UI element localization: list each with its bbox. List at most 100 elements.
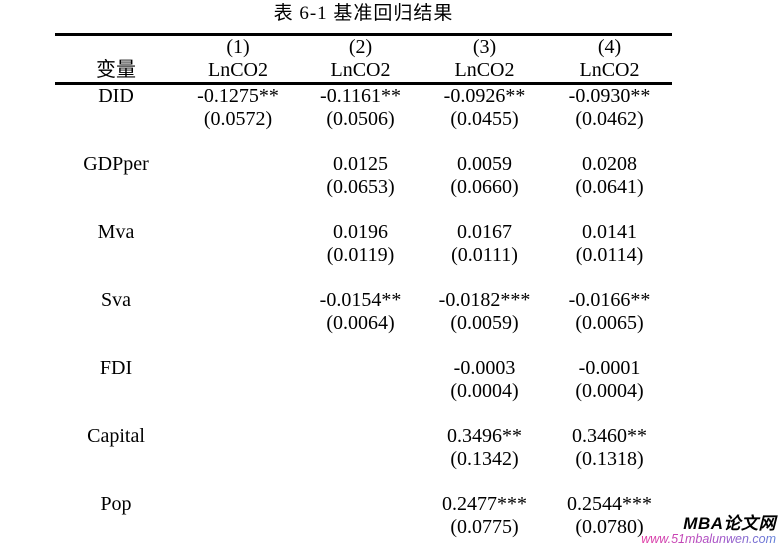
watermark-url: www.51mbalunwen.com <box>641 532 776 546</box>
row-spacer <box>55 267 672 289</box>
coef-cell: -0.0154** <box>319 289 402 311</box>
variable-name: Sva <box>101 289 131 311</box>
stderr-line: (0.0004) (0.0004) <box>55 380 672 403</box>
coefficient-line: FDI -0.0003 -0.0001 <box>55 357 672 380</box>
se-cell: (0.0065) <box>575 312 644 334</box>
coef-cell: -0.0166** <box>568 289 651 311</box>
coef-cell <box>299 425 422 448</box>
model-number: (1) <box>226 36 250 58</box>
se-cell <box>299 448 422 471</box>
table-row: FDI -0.0003 -0.0001 (0.0004) (0.0004) <box>55 357 672 425</box>
coefficient-line: GDPper 0.0125 0.0059 0.0208 <box>55 153 672 176</box>
dependent-var-label: LnCO2 <box>330 59 391 81</box>
row-spacer <box>55 471 672 493</box>
row-spacer <box>55 403 672 425</box>
se-cell: (0.0462) <box>575 108 644 130</box>
header-empty-cell <box>55 36 177 59</box>
table-row: GDPper 0.0125 0.0059 0.0208 (0.0653) (0.… <box>55 153 672 221</box>
coef-cell: 0.0208 <box>582 153 637 175</box>
se-cell: (0.0653) <box>326 176 395 198</box>
table-row: Pop 0.2477*** 0.2544*** (0.0775) (0.0780… <box>55 493 672 547</box>
empty-cell <box>55 176 177 199</box>
variable-column-label: 变量 <box>96 59 136 81</box>
coefficient-line: Mva 0.0196 0.0167 0.0141 <box>55 221 672 244</box>
se-cell: (0.0004) <box>450 380 519 402</box>
coef-cell: -0.0003 <box>453 357 516 379</box>
se-cell <box>177 312 299 335</box>
se-cell <box>177 244 299 267</box>
variable-name: Pop <box>100 493 132 515</box>
se-cell: (0.0004) <box>575 380 644 402</box>
se-cell <box>177 516 299 539</box>
coef-cell: -0.0926** <box>443 85 526 107</box>
se-cell: (0.0506) <box>326 108 395 130</box>
se-cell: (0.1318) <box>575 448 644 470</box>
header-row-model-numbers: (1) (2) (3) (4) <box>55 36 672 59</box>
se-cell <box>299 516 422 539</box>
coef-cell <box>177 289 299 312</box>
coefficient-line: Pop 0.2477*** 0.2544*** <box>55 493 672 516</box>
coef-cell: -0.1275** <box>197 85 279 107</box>
stderr-line: (0.0653) (0.0660) (0.0641) <box>55 176 672 199</box>
dependent-var-label: LnCO2 <box>208 59 268 81</box>
se-cell <box>299 380 422 403</box>
coefficient-line: Sva -0.0154** -0.0182*** -0.0166** <box>55 289 672 312</box>
empty-cell <box>55 108 177 131</box>
variable-name: FDI <box>99 357 133 379</box>
regression-table: (1) (2) (3) (4) 变量 LnCO2 LnCO2 LnCO2 LnC… <box>55 33 672 547</box>
coef-cell: 0.0125 <box>333 153 388 175</box>
se-cell: (0.0455) <box>450 108 519 130</box>
se-cell <box>177 380 299 403</box>
dependent-var-label: LnCO2 <box>454 59 515 81</box>
variable-name: GDPper <box>83 153 149 175</box>
table-title: 表 6-1 基准回归结果 <box>273 3 454 24</box>
se-cell: (0.0119) <box>326 244 395 266</box>
watermark: MBA论文网 www.51mbalunwen.com <box>641 515 776 546</box>
se-cell: (0.0059) <box>450 312 519 334</box>
se-cell <box>177 448 299 471</box>
se-cell: (0.0111) <box>451 244 518 266</box>
coef-cell <box>177 153 299 176</box>
table-top-rule <box>55 33 672 36</box>
coef-cell <box>299 493 422 516</box>
coef-cell: 0.2544*** <box>567 493 652 515</box>
stderr-line: (0.0572) (0.0506) (0.0455) (0.0462) <box>55 108 672 131</box>
se-cell: (0.1342) <box>450 448 519 470</box>
coef-cell: -0.0182*** <box>438 289 531 311</box>
coef-cell: 0.2477*** <box>442 493 527 515</box>
coefficient-line: DID -0.1275** -0.1161** -0.0926** -0.093… <box>55 85 672 108</box>
table-row: Sva -0.0154** -0.0182*** -0.0166** (0.00… <box>55 289 672 357</box>
se-cell: (0.0114) <box>575 244 644 266</box>
stderr-line: (0.1342) (0.1318) <box>55 448 672 471</box>
empty-cell <box>55 244 177 267</box>
coef-cell: 0.3496** <box>447 425 522 447</box>
model-number: (3) <box>472 36 497 58</box>
table-row: Capital 0.3496** 0.3460** (0.1342) (0.13… <box>55 425 672 493</box>
stderr-line: (0.0119) (0.0111) (0.0114) <box>55 244 672 267</box>
watermark-site-name: MBA论文网 <box>683 514 776 533</box>
stderr-line: (0.0064) (0.0059) (0.0065) <box>55 312 672 335</box>
se-cell: (0.0572) <box>203 108 273 130</box>
coef-cell <box>299 357 422 380</box>
se-cell: (0.0775) <box>450 516 519 538</box>
coef-cell <box>177 425 299 448</box>
table-row: DID -0.1275** -0.1161** -0.0926** -0.093… <box>55 85 672 153</box>
coef-cell <box>177 357 299 380</box>
row-spacer <box>55 335 672 357</box>
row-spacer <box>55 131 672 153</box>
variable-name: DID <box>98 85 134 107</box>
coef-cell: 0.0059 <box>457 153 512 175</box>
se-cell: (0.0064) <box>326 312 395 334</box>
se-cell: (0.0780) <box>575 516 644 538</box>
table-header-rule <box>55 82 672 85</box>
table-row: Mva 0.0196 0.0167 0.0141 (0.0119) (0.011… <box>55 221 672 289</box>
coef-cell: 0.0167 <box>457 221 512 243</box>
row-spacer <box>55 199 672 221</box>
se-cell <box>177 176 299 199</box>
se-cell: (0.0641) <box>575 176 644 198</box>
dependent-var-label: LnCO2 <box>579 59 640 81</box>
header-row-dependent-vars: 变量 LnCO2 LnCO2 LnCO2 LnCO2 <box>55 59 672 82</box>
coef-cell: 0.0196 <box>333 221 388 243</box>
empty-cell <box>55 448 177 471</box>
variable-name: Capital <box>87 425 145 447</box>
